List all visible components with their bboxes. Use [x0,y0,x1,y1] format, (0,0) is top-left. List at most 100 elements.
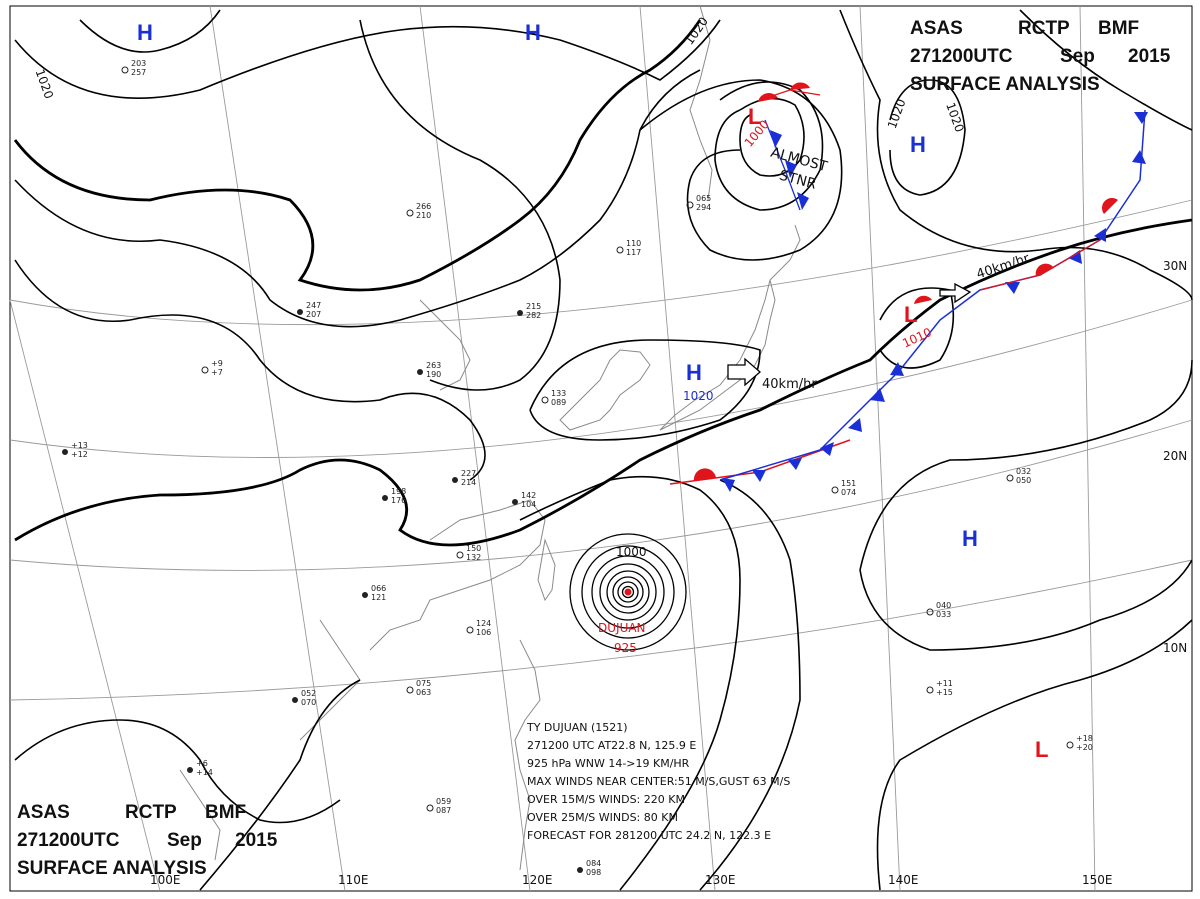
typhoon-ring [581,545,675,639]
parallel-40n [9,199,1193,326]
high-pressure-value: 1020 [683,389,714,403]
station-value: 075 [416,679,431,688]
station-value: 247 [306,301,321,310]
station-value: 066 [371,584,386,593]
typhoon-dujuan: DUJUAN 925 [569,533,687,655]
isobar-1012-west [14,259,486,481]
typhoon-ring [606,570,650,614]
typhoon-pressure: 925 [614,641,637,655]
station-value: +11 [936,679,953,688]
station-circle [417,369,423,375]
coast-malaysia [179,769,221,861]
station-circle [1066,741,1074,749]
isobar-south-pacific [876,619,1193,891]
header-bottom-month: Sep [167,830,202,851]
station-value: 198 [391,487,406,496]
typhoon-info-line: 271200 UTC AT22.8 N, 125.9 E [527,739,696,752]
meridian-100e [9,299,161,892]
station-circle [297,309,303,315]
header-top-title: SURFACE ANALYSIS [910,74,1100,95]
stationary-note: ALMOST [769,145,830,176]
station-circle [406,686,414,694]
station-value: 190 [426,370,441,379]
occluded-front-north [758,82,821,211]
station-value: 176 [391,496,406,505]
station-value: 104 [521,500,536,509]
cold-front-triangle [1005,282,1020,294]
isobar-label: 1020 [885,97,909,130]
station-value: +12 [71,450,88,459]
low-center-south-pacific: L [1035,737,1048,762]
warm-front-semicircle [758,93,778,102]
header-top-year: 2015 [1128,46,1171,67]
lon-label-130e: 130E [705,873,736,887]
high-center-ne: H [910,132,926,157]
station-value: 040 [936,601,951,610]
cold-front-triangle [1134,112,1148,124]
station-value: 207 [306,310,321,319]
coast-japan-main [659,279,776,431]
coast-kamchatka [689,5,713,201]
coastlines [179,5,801,871]
cold-front-triangle [785,160,797,178]
header-bottom: ASAS RCTP BMF 271200UTC Sep 2015 SURFACE… [17,802,278,879]
station-text-layer: 2032572662102472072152822631901330892272… [71,59,1093,877]
station-circle [406,209,414,217]
movement-speed-label: 40km/hr [975,251,1032,282]
lon-label-140e: 140E [888,873,919,887]
station-circle [926,686,934,694]
station-circle [512,499,518,505]
station-value: 063 [416,688,431,697]
map-frame [9,5,1193,892]
station-value: +18 [1076,734,1093,743]
high-center-pacific: H [962,526,978,551]
typhoon-ring [612,576,644,608]
station-value: +9 [211,359,223,368]
station-value: 263 [426,361,441,370]
isobar-label: 1000 [616,545,647,559]
station-value: 257 [131,68,146,77]
isobar-ne-1016 [1019,9,1193,131]
isobar-pacific-high-south [859,559,1193,651]
station-circle [121,66,129,74]
station-value: 227 [461,469,476,478]
movement-arrows [727,282,972,387]
cold-front-triangle [788,458,802,470]
isobar-trough [359,19,561,391]
station-value: 059 [436,797,451,806]
station-circle [616,246,624,254]
station-value: 065 [696,194,711,203]
low-center-north: L [748,104,761,129]
station-value: 110 [626,239,641,248]
lat-label-20n: 20N [1163,449,1187,463]
station-circle [466,626,474,634]
cold-front-triangle [1094,228,1106,242]
coast-indochina [299,619,361,741]
station-value: 203 [131,59,146,68]
typhoon-info-line: 925 hPa WNW 14->19 KM/HR [527,757,690,770]
station-value: 121 [371,593,386,602]
high-center-korea: H [686,360,702,385]
cold-front-triangle [752,470,766,482]
station-circle [362,592,368,598]
coast-philippines [514,639,541,871]
low-center-east: L [904,302,917,327]
station-value: 050 [1016,476,1031,485]
station-value: 070 [301,698,316,707]
header-top-time: 271200UTC [910,46,1013,67]
warm-front-semicircle [693,468,716,481]
typhoon-ring [569,533,687,651]
isobar-sw [14,719,341,824]
isobar-1020-west [13,19,702,292]
station-circle [1006,474,1014,482]
coast-korea [559,349,651,431]
lon-label-110e: 110E [338,873,369,887]
header-top-agency: ASAS [910,18,963,39]
station-value: 151 [841,479,856,488]
station-value: 282 [526,311,541,320]
header-bottom-agency: ASAS [17,802,70,823]
isobar-label: 1020 [943,101,967,134]
station-circle [452,477,458,483]
station-value: +6 [196,759,208,768]
header-bottom-year: 2015 [235,830,278,851]
